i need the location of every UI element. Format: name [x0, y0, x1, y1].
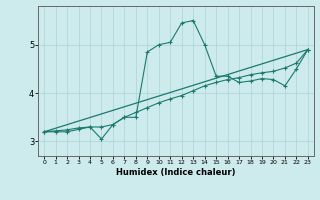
- X-axis label: Humidex (Indice chaleur): Humidex (Indice chaleur): [116, 168, 236, 177]
